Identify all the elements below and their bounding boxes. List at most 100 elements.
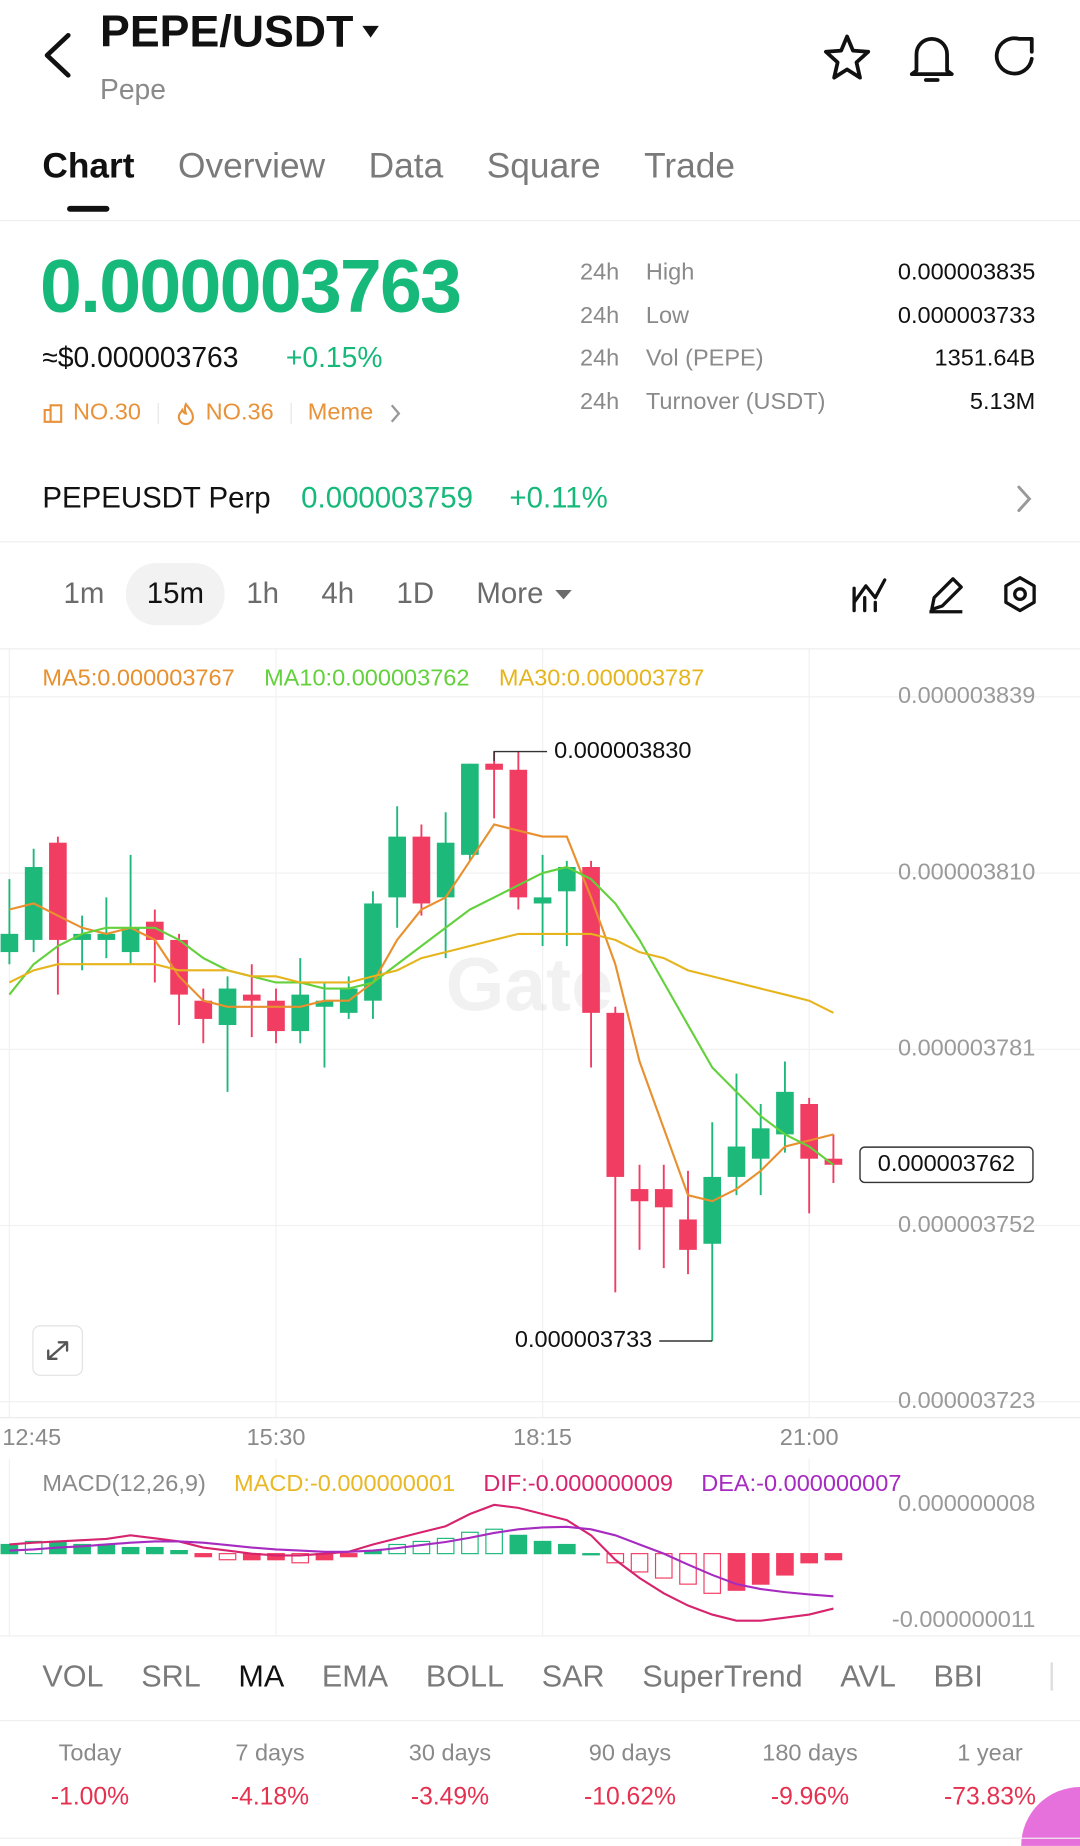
high-label: 0.000003830 [554,737,691,763]
tag[interactable]: NO.30 [42,399,141,426]
candle-body [242,994,261,1001]
interval-label: 1m [63,577,105,610]
macd-bar [824,1553,843,1561]
y-tick-label: 0.000003781 [898,1035,1035,1061]
interval-tab[interactable]: 4h [300,563,375,625]
settings-icon[interactable] [1004,575,1036,613]
indicator-tab[interactable]: BBI [933,1658,983,1694]
divider [0,648,1080,650]
candle-body [388,836,406,898]
indicator-tab[interactable]: EMA [321,1658,389,1694]
candle-body [436,842,455,898]
divider [0,1635,1080,1637]
tag[interactable]: Meme [308,399,402,426]
divider [0,1837,1080,1839]
perf-period: 90 days [588,1740,672,1767]
macd-bar [24,1540,43,1555]
draw-icon[interactable] [929,577,963,614]
tag-separator [157,402,159,424]
expand-icon [47,1341,69,1360]
interval-tab[interactable]: More [455,563,593,625]
settings-icon-center [1013,587,1027,602]
indicator-tab[interactable]: MA [238,1658,285,1694]
tab[interactable]: Overview [178,147,326,186]
interval-tab[interactable]: 15m [125,562,226,626]
tag[interactable]: NO.36 [175,399,274,426]
indicator-tab[interactable]: SuperTrend [642,1658,803,1694]
candle-body [557,867,576,892]
candle-body [679,1219,697,1250]
pair-subtitle: Pepe [99,74,166,106]
indicator-tab[interactable]: SAR [541,1658,605,1694]
stat-label: Turnover (USDT) [645,388,826,415]
candle-body [49,842,67,940]
stat-label: Vol (PEPE) [645,345,764,372]
perf-period: 1 year [957,1740,1023,1767]
legend-item: DIF:-0.000000009 [483,1471,674,1498]
tab[interactable]: Square [486,147,601,186]
macd-bar [291,1553,310,1564]
perf-change: -4.18% [230,1783,310,1811]
interval-label: 1D [396,577,435,610]
indicator-tab[interactable]: SRL [141,1658,201,1694]
indicator-tab[interactable]: AVL [840,1658,896,1694]
candle-body [654,1189,673,1208]
tag-label: NO.36 [205,399,274,426]
macd-bar [194,1553,213,1558]
indicator-icon[interactable] [852,578,887,613]
interval-tab[interactable]: 1D [375,563,455,625]
divider [0,541,1080,543]
candle-body [485,763,503,770]
interval-tab[interactable]: 1h [225,563,300,625]
candle-body [291,994,310,1032]
macd-bar [606,1553,625,1564]
stat-value: 1351.64B [934,345,1036,372]
candle-body [727,1146,746,1177]
star-icon[interactable] [823,34,871,80]
stat-value: 0.000003835 [897,259,1036,286]
refresh-icon[interactable] [994,36,1034,76]
candle-body [0,933,19,953]
usd-price: ≈$0.000003763 [42,342,239,375]
tab[interactable]: Trade [644,147,736,186]
indicator-tab[interactable]: VOL [42,1658,104,1694]
candle-body [267,1000,285,1032]
macd-bar [679,1553,697,1585]
high-marker [493,750,548,761]
bell-icon[interactable] [909,37,954,82]
chevron-icon[interactable] [1017,485,1032,513]
perp-price: 0.000003759 [301,481,473,515]
candle-body [824,1158,843,1165]
last-price-label: 0.000003762 [878,1150,1015,1176]
interval-label: 1h [246,577,280,610]
interval-label: 15m [146,577,204,610]
perp-name[interactable]: PEPEUSDT Perp [42,481,271,515]
macd-bar [703,1553,722,1594]
perp-change: +0.11% [509,481,608,515]
tab[interactable]: Data [368,147,444,186]
back-icon[interactable] [44,32,71,78]
macd-bar [800,1553,818,1564]
y-tick-label: 0.000000008 [898,1490,1035,1516]
low-label: 0.000003733 [515,1326,652,1352]
tab[interactable]: Chart [42,147,135,212]
macd-bar [557,1543,576,1555]
candle-body [703,1176,722,1244]
y-tick-label: -0.000000011 [892,1606,1035,1632]
candle-body [606,1012,625,1177]
interval-bar: 1m 15m 1h 4h 1D More [42,562,593,626]
y-tick-label: 0.000003839 [898,682,1035,708]
x-tick-label: 21:00 [780,1424,839,1450]
macd-bar [727,1553,746,1591]
stat-value: 0.000003733 [897,302,1036,329]
floating-button[interactable] [1021,1787,1080,1846]
macd-bar [533,1540,552,1555]
dropdown-icon[interactable] [362,25,379,38]
indicator-tab[interactable]: BOLL [425,1658,505,1694]
macd-bar [339,1553,358,1558]
interval-tab[interactable]: 1m [42,563,125,625]
perf-change: -1.00% [50,1783,130,1811]
tag-label: Meme [307,399,374,426]
